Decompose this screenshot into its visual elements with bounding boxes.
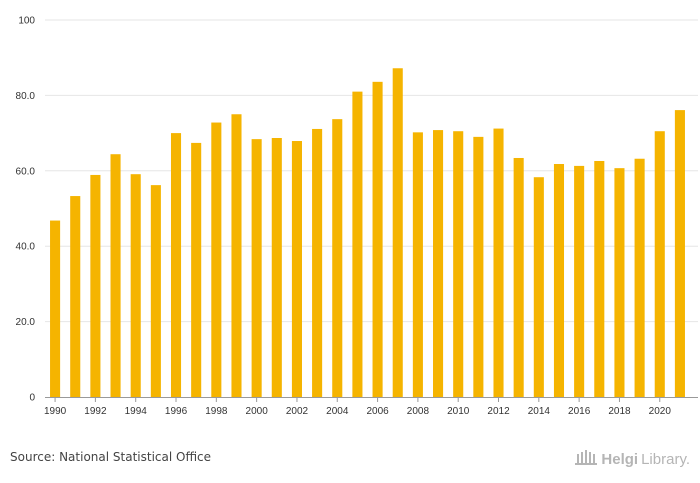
bar-1997: [191, 142, 202, 397]
bar-1992: [90, 174, 101, 397]
bar-1996: [170, 133, 182, 397]
bar-2005: [352, 91, 363, 397]
bar-2012: [493, 128, 504, 398]
y-tick-label: 20.0: [16, 317, 36, 328]
logo-text-helgi: Helgi: [601, 450, 639, 468]
bar-2006: [372, 81, 383, 397]
bar-1990: [50, 220, 61, 397]
y-tick-label: 60.0: [16, 166, 36, 177]
x-axis: 1990 1992 1994 1996 1998 2000 2002 2004 2006 2008…: [44, 397, 698, 417]
x-tick-label: 2008: [407, 406, 430, 417]
x-tick-label: 2002: [286, 406, 309, 417]
bar-2015: [553, 164, 565, 397]
x-tick-label: 2014: [528, 406, 551, 417]
bar-2011: [473, 136, 484, 397]
y-tick-label: 40.0: [16, 242, 36, 253]
x-tick-label: 2016: [568, 406, 591, 417]
bar-1991: [70, 196, 81, 397]
x-tick-label: 1998: [205, 406, 228, 417]
bar-2016: [574, 165, 585, 397]
bar-1998: [211, 122, 222, 397]
bars: [50, 68, 685, 398]
x-tick-label: 2012: [487, 406, 510, 417]
x-tick-label: 2004: [326, 406, 349, 417]
bar-2017: [594, 160, 605, 397]
bar-2019: [634, 158, 645, 397]
bar-1995: [150, 185, 161, 397]
x-tick-label: 2000: [246, 406, 269, 417]
x-tick-label: 1994: [125, 406, 148, 417]
bar-2014: [533, 177, 544, 397]
bar-2003: [312, 128, 323, 397]
y-tick-label: 80.0: [16, 91, 36, 102]
x-tick-label: 2010: [447, 406, 470, 417]
logo-text-library: Library.: [641, 450, 690, 468]
bar-2004: [332, 119, 343, 397]
bar-2002: [291, 141, 302, 397]
library-building-icon: [574, 448, 598, 470]
helgi-library-logo: Helgi Library.: [574, 448, 690, 470]
bar-2020: [654, 131, 665, 397]
bar-1994: [130, 174, 141, 397]
bar-1999: [231, 114, 242, 397]
bar-2009: [433, 130, 444, 398]
bar-1993: [110, 154, 121, 397]
x-tick-label: 2018: [608, 406, 631, 417]
y-axis-ticks: 0 20.0 40.0 60.0 80.0 100: [16, 16, 36, 404]
chart-footer: Source: National Statistical Office Helg…: [0, 440, 700, 483]
bar-2001: [271, 138, 282, 397]
x-tick-label: 2006: [366, 406, 389, 417]
bar-2018: [614, 168, 625, 397]
y-tick-label: 100: [18, 16, 35, 27]
x-tick-label: 1992: [84, 406, 107, 417]
bar-2007: [392, 68, 403, 398]
bar-2000: [251, 139, 262, 397]
x-tick-label: 2020: [649, 406, 672, 417]
x-tick-label: 1990: [44, 406, 67, 417]
bar-2021: [674, 110, 685, 397]
x-tick-label: 1996: [165, 406, 188, 417]
y-tick-label: 0: [29, 393, 35, 404]
bar-2013: [513, 157, 524, 397]
source-note: Source: National Statistical Office: [10, 450, 212, 464]
bar-2008: [412, 132, 423, 397]
bar-2010: [453, 131, 464, 397]
